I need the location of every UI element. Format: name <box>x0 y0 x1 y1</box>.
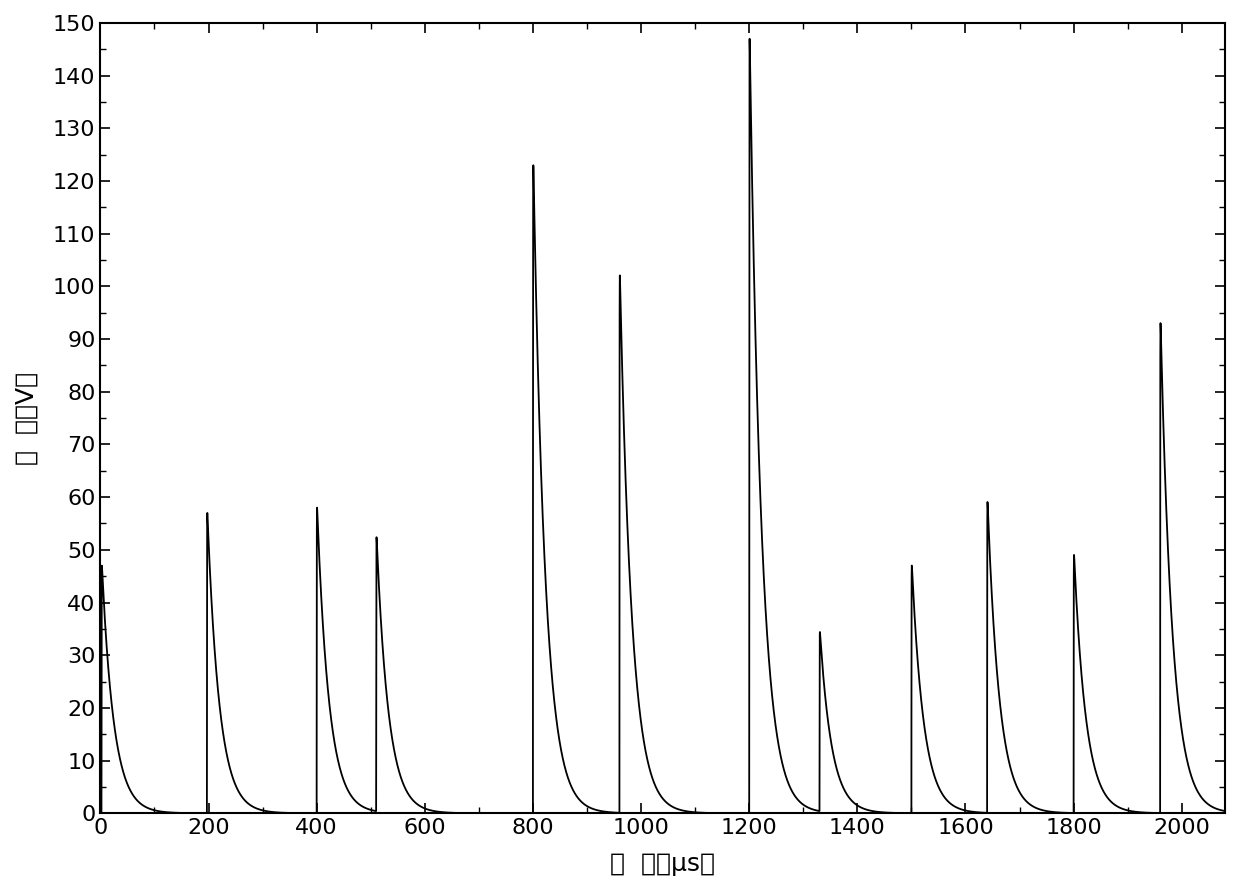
Y-axis label: 电  压（V）: 电 压（V） <box>15 372 38 465</box>
X-axis label: 时  间（μs）: 时 间（μs） <box>610 852 715 876</box>
